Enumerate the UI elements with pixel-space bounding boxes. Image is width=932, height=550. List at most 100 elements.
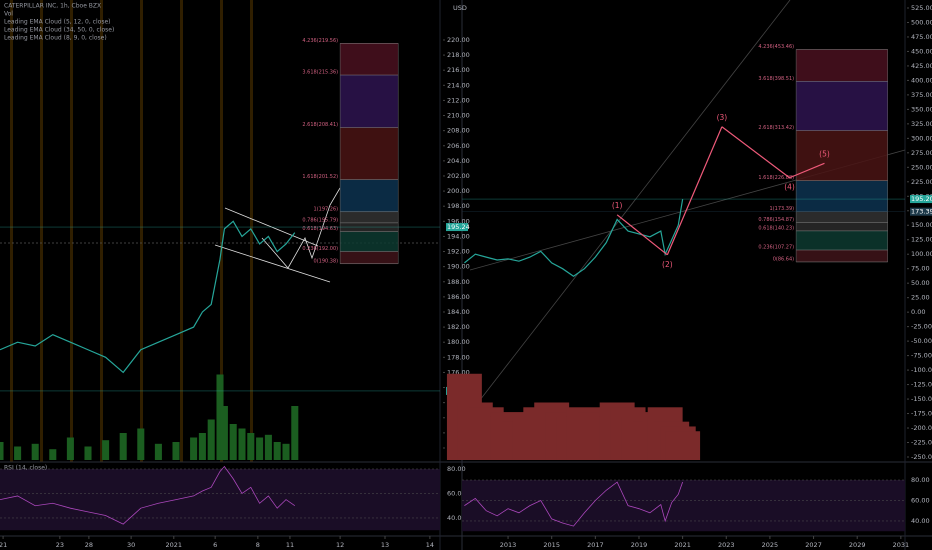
y-tick-label: 225.00	[911, 178, 932, 186]
y-tick-label: 200.00	[447, 187, 470, 195]
session-band	[180, 0, 183, 462]
volume-bar	[84, 446, 92, 460]
fib-band	[340, 211, 399, 223]
y-tick-label: 208.00	[447, 127, 470, 135]
rsi-tick-label: 40.00	[447, 514, 466, 522]
fib-band	[340, 75, 399, 128]
session-band	[70, 0, 73, 462]
y-tick-label: 125.00	[911, 236, 932, 244]
fib-label: 0.236(107.27)	[758, 245, 794, 251]
y-tick-label: 198.00	[447, 202, 470, 210]
rsi-title: RSI (14, close)	[4, 465, 47, 472]
volume-bar	[49, 449, 57, 460]
y-tick-label: 212.00	[447, 96, 470, 104]
session-band	[140, 0, 143, 462]
projection-path	[261, 187, 341, 269]
y-tick-label: 150.00	[911, 221, 932, 229]
y-tick-label: 400.00	[911, 76, 932, 84]
session-band	[220, 0, 223, 462]
volume-bar	[291, 406, 299, 460]
y-tick-label: 275.00	[911, 149, 932, 157]
fib-label: 3.618(215.36)	[302, 70, 338, 76]
y-tick-label: 300.00	[911, 134, 932, 142]
volume-bar	[190, 437, 198, 460]
wave-label: (1)	[612, 201, 623, 210]
x-tick-label: 28	[85, 541, 93, 549]
fib-band	[340, 43, 399, 76]
volume-bar	[14, 446, 22, 460]
volume-bar	[137, 428, 145, 460]
indicator-label: Vol	[4, 11, 13, 18]
volume-bar	[102, 440, 110, 460]
y-tick-label: 375.00	[911, 91, 932, 99]
x-tick-label: 21	[0, 541, 7, 549]
x-tick-label: 2027	[805, 541, 822, 549]
fib-label: 0.786(154.87)	[758, 217, 794, 223]
volume-bar	[198, 433, 206, 460]
wave-segment	[721, 126, 790, 179]
fib-band	[340, 179, 399, 212]
y-tick-label: -175.00	[911, 410, 932, 418]
tag-label: 195.20	[911, 195, 932, 203]
volume-bar	[119, 433, 127, 460]
fib-band	[796, 180, 888, 212]
y-tick-label: 194.00	[447, 232, 470, 240]
wave-segment	[789, 162, 825, 179]
wave-label: (3)	[717, 113, 728, 122]
y-tick-label: 176.00	[447, 368, 470, 376]
tag-label: 173.39	[911, 208, 932, 216]
y-tick-label: 204.00	[447, 157, 470, 165]
tag-label: 195.24	[447, 223, 470, 231]
x-tick-label: 2031	[893, 541, 910, 549]
x-tick-label: 2017	[587, 541, 604, 549]
session-band	[10, 0, 13, 462]
x-tick-label: 2021	[166, 541, 183, 549]
rsi-tick-label: 80.00	[911, 476, 930, 484]
y-tick-label: 202.00	[447, 172, 470, 180]
wave-label: (2)	[662, 260, 673, 269]
channel-line	[214, 244, 331, 283]
x-tick-label: 2023	[718, 541, 735, 549]
y-tick-label: -125.00	[911, 381, 932, 389]
x-tick-label: 14	[426, 541, 434, 549]
fib-label: 1(173.39)	[770, 206, 795, 212]
y-tick-label: 25.00	[911, 294, 930, 302]
x-tick-label: 2021	[674, 541, 691, 549]
session-band	[40, 0, 43, 462]
rsi-band	[462, 480, 905, 532]
volume-bar	[282, 443, 290, 460]
y-tick-label: 525.00	[911, 4, 932, 12]
fib-label: 1.618(201.52)	[302, 174, 338, 180]
y-tick-label: 190.00	[447, 263, 470, 271]
fib-label: 1(197.26)	[314, 206, 339, 212]
rsi-tick-label: 80.00	[447, 465, 466, 473]
y-tick-label: -25.00	[911, 323, 932, 331]
indicator-label: Leading EMA Cloud (5, 12, 0, close)	[4, 19, 110, 26]
fib-band	[340, 231, 399, 252]
fib-band	[796, 250, 888, 262]
price-line	[464, 199, 684, 277]
wave-label: (5)	[819, 149, 830, 158]
y-tick-label: 196.00	[447, 217, 470, 225]
y-tick-label: 188.00	[447, 278, 470, 286]
y-tick-label: 210.00	[447, 112, 470, 120]
tag-box	[446, 223, 468, 232]
volume-bar	[66, 437, 74, 460]
volume-bar	[220, 406, 228, 460]
y-tick-label: 206.00	[447, 142, 470, 150]
volume-bar	[665, 431, 701, 460]
rsi-tick-label: 60.00	[447, 489, 466, 497]
fib-label: 0(190.38)	[314, 258, 339, 264]
wave-label: (4)	[784, 183, 795, 192]
x-tick-label: 2025	[762, 541, 779, 549]
y-tick-label: -100.00	[911, 366, 932, 374]
rsi-tick-label: 60.00	[911, 496, 930, 504]
x-tick-label: 12	[336, 541, 344, 549]
x-tick-label: 6	[213, 541, 217, 549]
y-tick-label: 184.00	[447, 308, 470, 316]
y-tick-label: -50.00	[911, 337, 932, 345]
fib-label: 3.618(398.51)	[758, 76, 794, 82]
y-tick-label: -150.00	[911, 395, 932, 403]
